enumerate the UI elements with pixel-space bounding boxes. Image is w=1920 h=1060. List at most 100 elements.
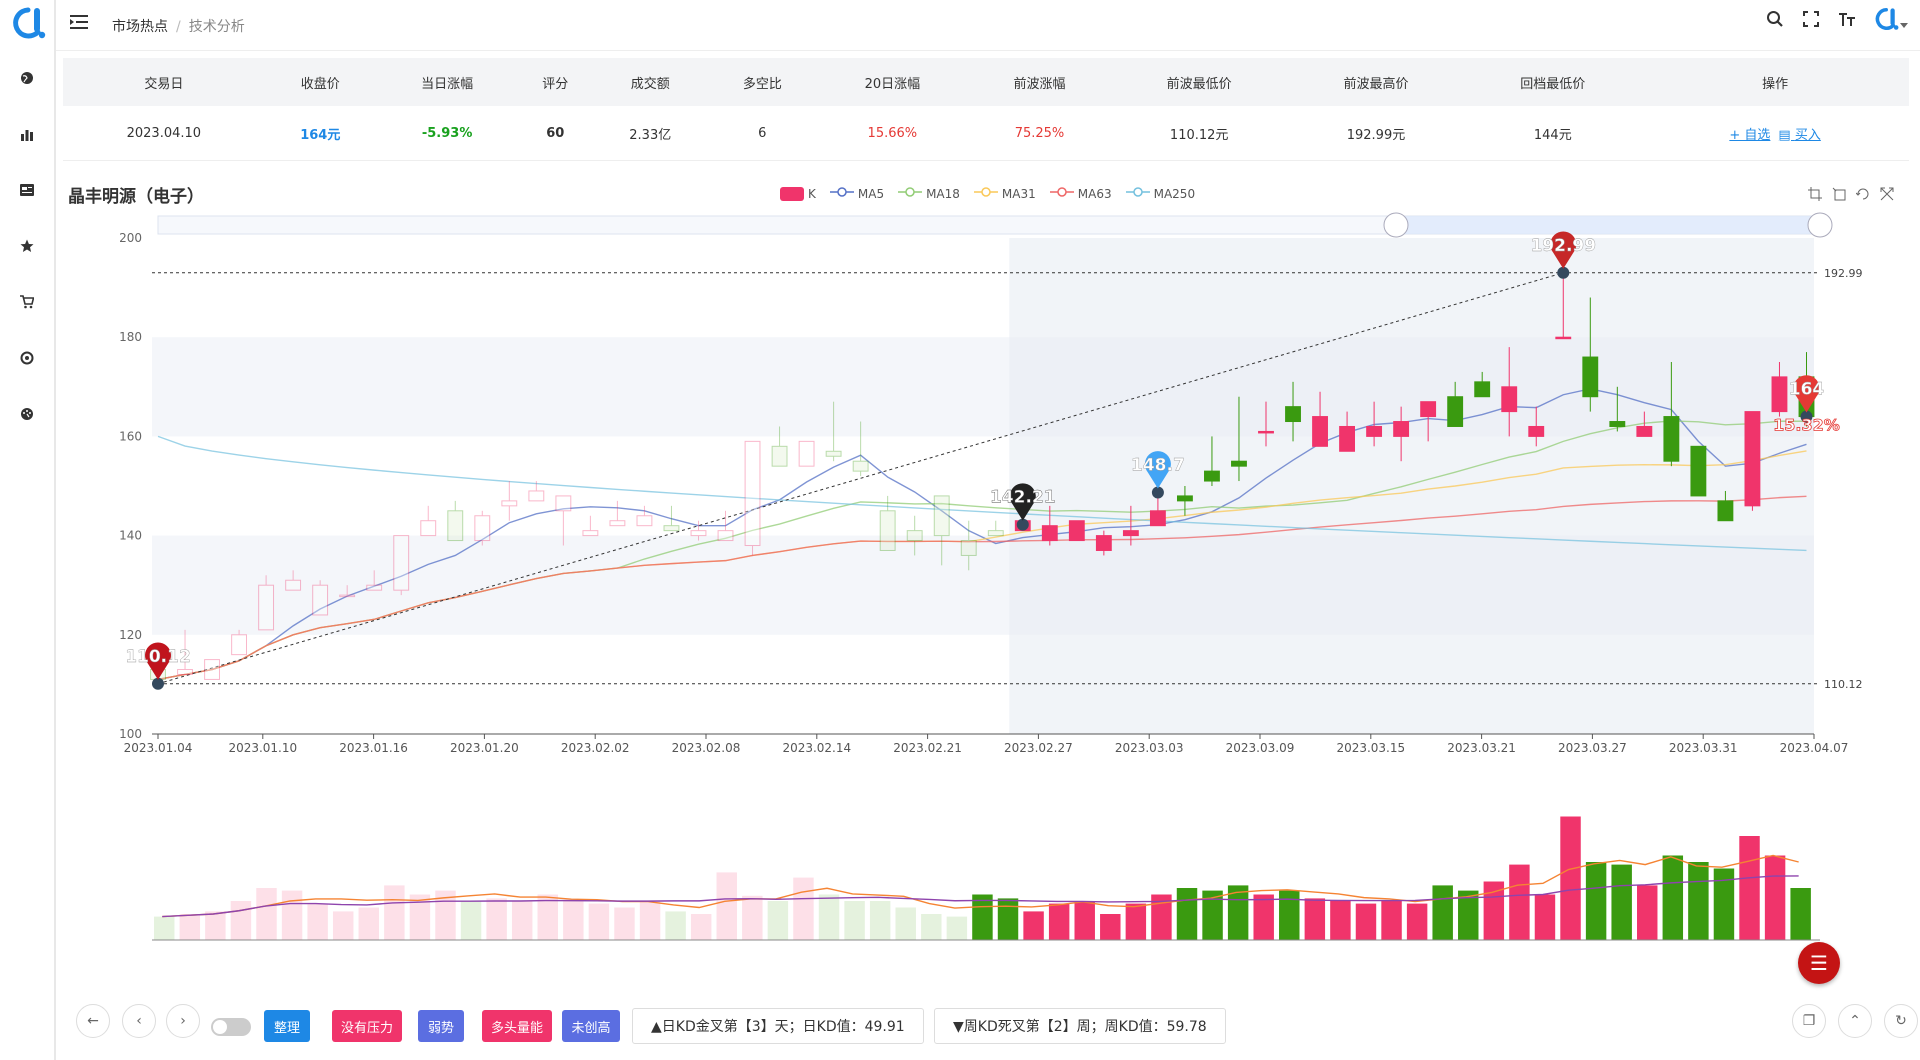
pin-percent-label: 15.32%	[1773, 416, 1840, 435]
legend-item-ma31[interactable]: MA31	[973, 186, 1036, 201]
breadcrumb-home[interactable]: 市场热点	[112, 19, 168, 35]
volume-bar	[588, 903, 610, 940]
menu-toggle-icon[interactable]	[70, 14, 90, 34]
candle-body	[1312, 416, 1328, 447]
candle-body	[1663, 416, 1680, 462]
y-tick-label: 200	[119, 231, 142, 245]
legend-item-ma63[interactable]: MA63	[1049, 186, 1112, 201]
volume-bar	[614, 907, 635, 940]
volume-bar	[818, 894, 840, 940]
candle	[1609, 386, 1626, 432]
app-logo[interactable]	[8, 6, 48, 40]
volume-bar	[1534, 894, 1556, 940]
volume-bar	[563, 901, 584, 940]
candle-body	[204, 659, 220, 680]
candle	[1447, 381, 1464, 427]
search-icon[interactable]	[1764, 8, 1786, 30]
tag-weak[interactable]: 弱势	[418, 1010, 464, 1042]
pin-marker	[1793, 375, 1820, 413]
candle-body	[987, 530, 1004, 537]
th-pullback-low: 回档最低价	[1464, 58, 1642, 106]
globe-icon[interactable]	[17, 68, 37, 88]
font-size-icon[interactable]	[1836, 8, 1858, 30]
bar-chart-icon[interactable]	[17, 124, 37, 144]
volume-bar	[1637, 885, 1658, 940]
tag-consolidation[interactable]: 整理	[264, 1010, 310, 1042]
toggle-switch[interactable]	[211, 1018, 251, 1036]
volume-bar	[1432, 885, 1453, 940]
trend-line	[157, 272, 1564, 685]
volume-bar	[844, 901, 865, 940]
candle-body	[960, 540, 977, 556]
add-watchlist-link[interactable]: + 自选	[1729, 127, 1771, 143]
volume-bar	[511, 901, 533, 940]
zoom-reset-icon[interactable]	[1832, 186, 1846, 201]
restore-icon[interactable]	[1855, 186, 1870, 200]
tag-no-pressure[interactable]: 没有压力	[332, 1010, 402, 1042]
candle	[1041, 505, 1058, 546]
cart-icon[interactable]	[17, 292, 37, 312]
menu-fab-button[interactable]: ☰	[1798, 942, 1840, 984]
zoom-select-icon[interactable]	[1808, 186, 1822, 201]
user-avatar[interactable]	[1872, 7, 1908, 30]
sidebar	[0, 0, 56, 1060]
candle	[1095, 530, 1112, 556]
legend-label: MA250	[1153, 186, 1196, 201]
x-tick-label: 2023.02.14	[782, 741, 851, 755]
tag-no-new-high[interactable]: 未创高	[562, 1010, 620, 1042]
candle-body	[1582, 356, 1599, 398]
buy-link[interactable]: ▤ 买入	[1778, 127, 1821, 143]
candle-body	[852, 460, 869, 472]
candle	[1204, 436, 1220, 486]
pin-label: 164	[1789, 380, 1825, 400]
breadcrumb: 市场热点 / 技术分析	[112, 19, 245, 35]
pin-anchor	[1016, 518, 1029, 531]
star-icon[interactable]	[17, 236, 37, 256]
cell-pullback-low: 144元	[1464, 106, 1642, 161]
news-icon[interactable]	[17, 180, 37, 200]
candle	[1393, 406, 1410, 462]
volume-bar	[742, 895, 763, 940]
prev-button[interactable]: ‹	[122, 1004, 156, 1038]
candle	[501, 481, 518, 521]
copy-button[interactable]: ❐	[1792, 1004, 1826, 1038]
dashboard-icon[interactable]	[17, 404, 37, 424]
th-date: 交易日	[63, 58, 265, 106]
candle-body	[609, 520, 626, 527]
data-zoom-handle[interactable]	[1807, 212, 1833, 238]
pin-label: 110.12	[125, 647, 191, 667]
data-zoom-handle[interactable]	[1383, 212, 1409, 238]
back-button[interactable]: ←	[76, 1004, 110, 1038]
candle-body	[1393, 421, 1410, 437]
ma63-line	[157, 495, 1807, 681]
legend-item-ma250[interactable]: MA250	[1125, 186, 1196, 201]
scroll-top-button[interactable]: ⌃	[1838, 1004, 1872, 1038]
selection-region	[1009, 238, 1814, 734]
candlestick-chart[interactable]: 100 120 140 160 180 200 2023.01.04 2023.01.10 20…	[56, 200, 1920, 960]
volume-bar	[358, 907, 380, 940]
legend-item-ma5[interactable]: MA5	[829, 186, 884, 201]
candle	[798, 440, 815, 467]
cell-wave-chg: 75.25%	[968, 106, 1111, 161]
refresh-button[interactable]: ↻	[1884, 1004, 1918, 1038]
candle	[1176, 486, 1193, 516]
volume-ma20-line	[162, 875, 1799, 918]
next-button[interactable]: ›	[166, 1004, 200, 1038]
legend-item-k[interactable]: K	[780, 186, 816, 201]
candle	[906, 515, 923, 556]
candle	[555, 495, 572, 546]
x-tick-label: 2023.01.16	[339, 741, 408, 755]
y-tick-label: 140	[119, 529, 142, 543]
tag-bull-volume[interactable]: 多头量能	[482, 1010, 552, 1042]
expand-icon[interactable]	[1880, 186, 1894, 201]
volume-bar	[281, 890, 303, 940]
pin-label: 148.7	[1131, 455, 1185, 475]
target-icon[interactable]	[17, 348, 37, 368]
candle-body	[636, 515, 653, 527]
buy-link-label[interactable]: 买入	[1794, 127, 1821, 143]
legend-item-ma18[interactable]: MA18	[898, 186, 960, 201]
fullscreen-icon[interactable]	[1800, 8, 1822, 30]
x-tick-label: 2023.01.10	[228, 741, 297, 755]
candle	[1663, 362, 1680, 467]
candle	[1528, 406, 1545, 447]
